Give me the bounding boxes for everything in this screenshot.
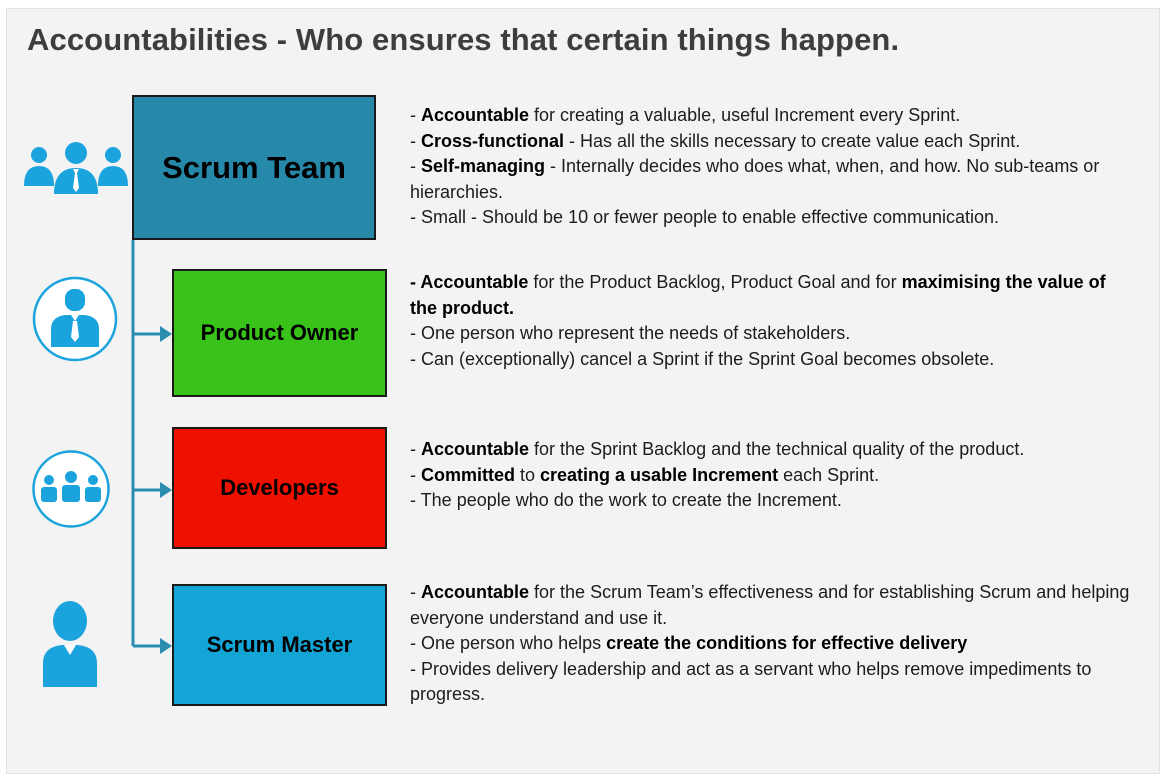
description-line: - Accountable for creating a valuable, u… [410, 105, 961, 125]
product-owner-box: Product Owner [172, 269, 387, 397]
page-title: Accountabilities - Who ensures that cert… [27, 22, 900, 57]
description-line: - The people who do the work to create t… [410, 490, 842, 510]
product-owner-description: - Accountable for the Product Backlog, P… [410, 270, 1130, 372]
person-icon [43, 601, 97, 687]
scrum-team-description: - Accountable for creating a valuable, u… [410, 103, 1130, 231]
description-line: - Small - Should be 10 or fewer people t… [410, 207, 999, 227]
developers-box: Developers [172, 427, 387, 549]
description-line: - Accountable for the Product Backlog, P… [410, 272, 1106, 318]
description-line: - Committed to creating a usable Increme… [410, 464, 880, 485]
scrum-team-label: Scrum Team [162, 149, 346, 185]
developers-description: - Accountable for the Sprint Backlog and… [410, 437, 1130, 514]
arrowhead-scrum-master [160, 638, 172, 654]
description-line: - Can (exceptionally) cancel a Sprint if… [410, 348, 995, 369]
scrum-master-description: - Accountable for the Scrum Team’s effec… [410, 580, 1130, 708]
arrowhead-developers [160, 482, 172, 498]
team-group-icon [24, 142, 128, 194]
description-line: - Accountable for the Sprint Backlog and… [410, 439, 1025, 459]
description-line: - Accountable for the Scrum Team’s effec… [410, 582, 1130, 628]
description-line: - Self-managing - Internally decides who… [410, 156, 1100, 202]
developers-circle-icon [32, 450, 110, 528]
description-line: - Provides delivery leadership and act a… [410, 658, 1092, 705]
description-line: - Cross-functional - Has all the skills … [410, 130, 1021, 151]
scrum-master-box: Scrum Master [172, 584, 387, 706]
description-line: - One person who helps create the condit… [410, 633, 968, 653]
description-line: - One person who represent the needs of … [410, 323, 851, 343]
product-owner-label: Product Owner [200, 320, 359, 345]
scrum-master-label: Scrum Master [206, 632, 353, 657]
developers-label: Developers [220, 475, 339, 500]
arrowhead-product-owner [160, 326, 172, 342]
scrum-team-box: Scrum Team [132, 95, 376, 240]
businessman-circle-icon [32, 276, 118, 362]
